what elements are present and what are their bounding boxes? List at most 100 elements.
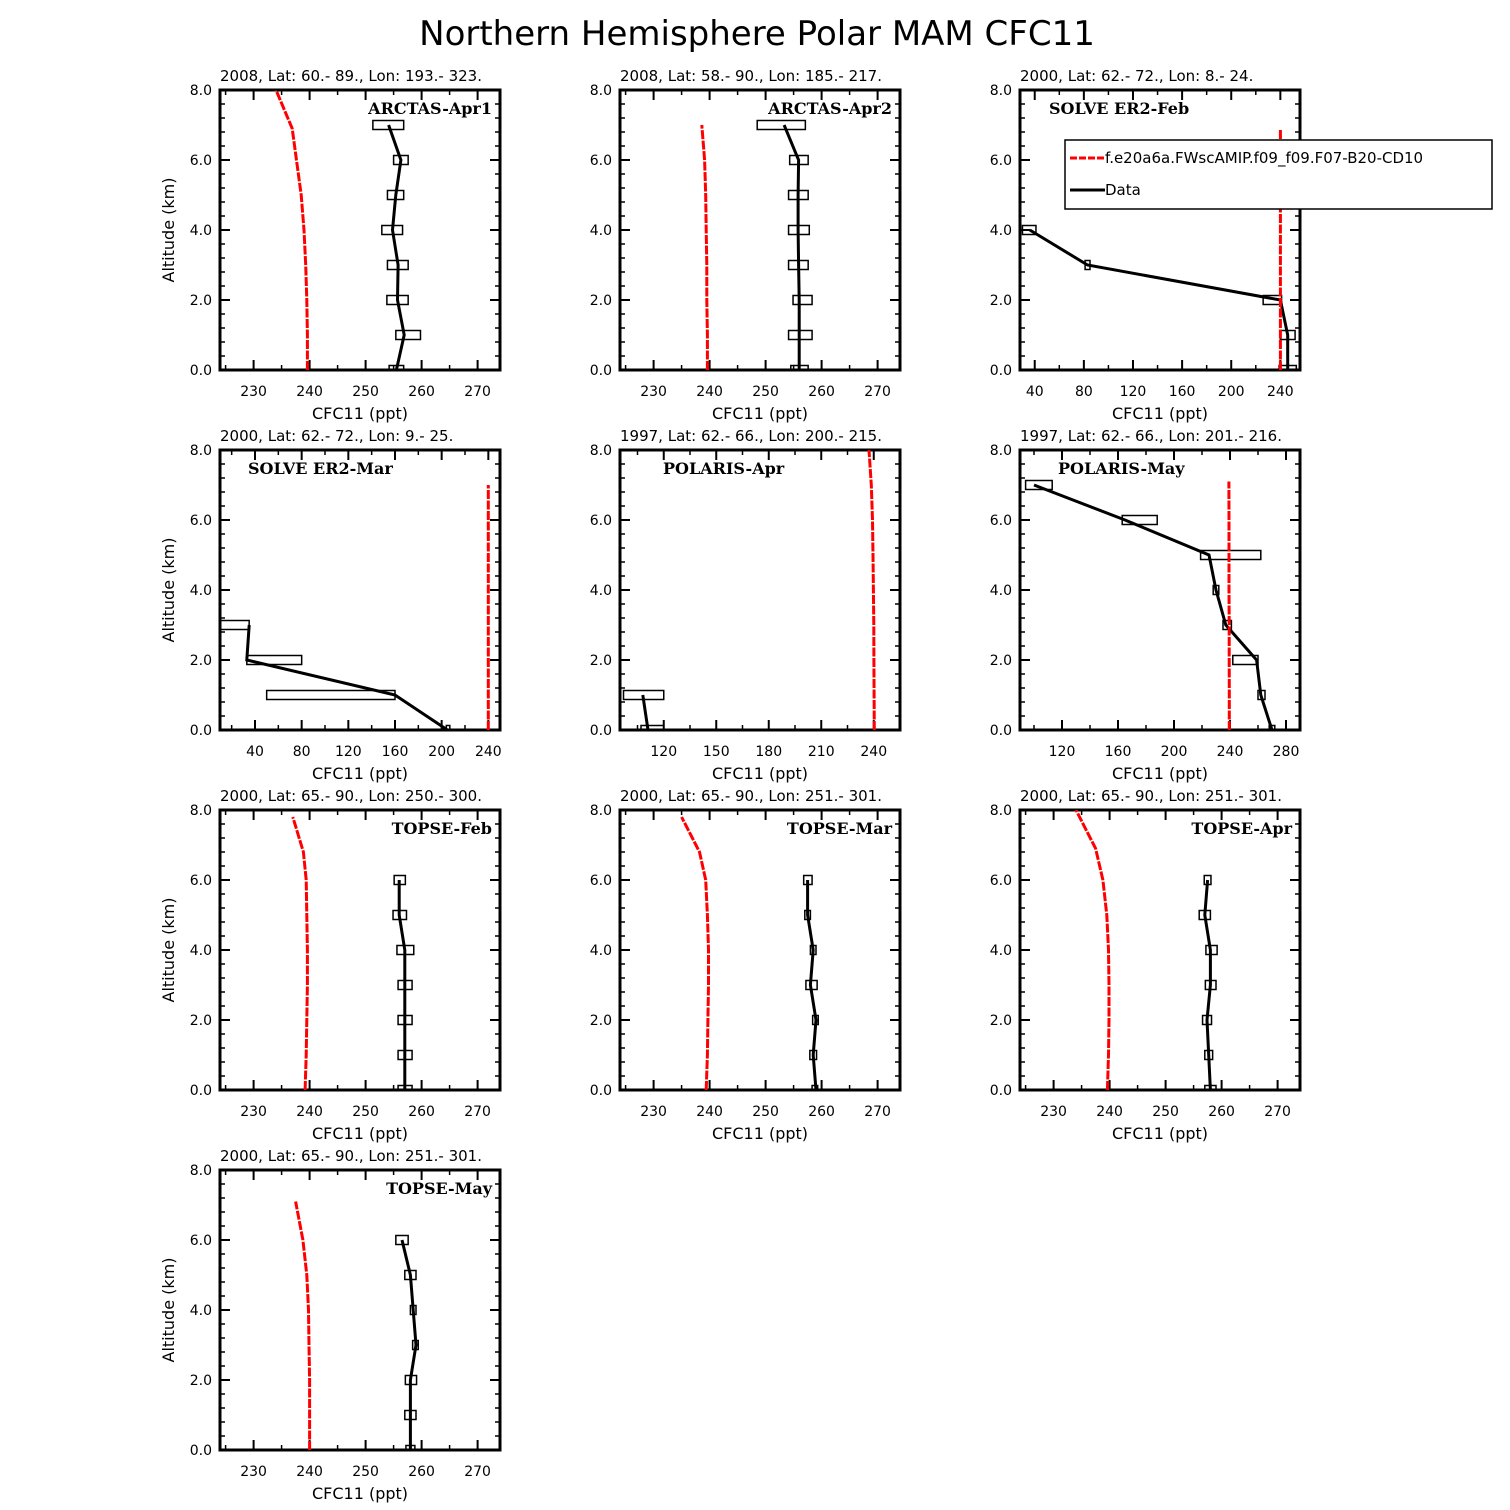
x-tick-label: 230 <box>1040 1104 1067 1120</box>
campaign-label: ARCTAS-Apr2 <box>767 99 892 118</box>
x-tick-label: 250 <box>352 1464 379 1480</box>
data-range-box <box>220 619 250 631</box>
plot-frame <box>218 808 502 1092</box>
y-tick-label: 2.0 <box>590 1013 612 1029</box>
data-range-box <box>372 119 405 131</box>
y-tick-label: 4.0 <box>190 943 212 959</box>
y-tick-label: 4.0 <box>990 223 1012 239</box>
x-tick-label: 270 <box>464 1464 491 1480</box>
campaign-label: SOLVE ER2-Feb <box>1049 99 1189 118</box>
x-axis-label: CFC11 (ppt) <box>1112 1124 1208 1143</box>
y-tick-label: 8.0 <box>990 803 1012 819</box>
chart-panel-7: 2000, Lat: 65.- 90., Lon: 250.- 300. 0.0 2… <box>159 787 502 1143</box>
y-tick-label: 8.0 <box>190 1163 212 1179</box>
x-tick-label: 240 <box>296 1104 323 1120</box>
y-tick-label: 4.0 <box>590 943 612 959</box>
x-tick-label: 200 <box>1218 384 1245 400</box>
y-tick-label: 8.0 <box>190 83 212 99</box>
plot-frame <box>218 88 502 372</box>
x-tick-label: 120 <box>335 744 362 760</box>
campaign-label: ARCTAS-Apr1 <box>367 99 492 118</box>
y-tick-label: 2.0 <box>190 293 212 309</box>
y-tick-label: 2.0 <box>590 653 612 669</box>
model-series-line <box>1074 810 1111 1090</box>
x-axis-label: CFC11 (ppt) <box>712 1124 808 1143</box>
x-tick-label: 260 <box>808 384 835 400</box>
x-axis-label: CFC11 (ppt) <box>312 404 408 423</box>
x-tick-label: 260 <box>808 1104 835 1120</box>
model-series-line <box>274 90 309 370</box>
y-tick-label: 8.0 <box>190 803 212 819</box>
y-tick-label: 8.0 <box>990 83 1012 99</box>
x-tick-label: 260 <box>1208 1104 1235 1120</box>
plot-area <box>622 450 876 730</box>
chart-panel-4: 2000, Lat: 62.- 72., Lon: 9.- 25. 0.0 2.0 4… <box>159 427 502 783</box>
y-tick-label: 6.0 <box>190 153 212 169</box>
y-axis-label: Altitude (km) <box>159 1258 178 1363</box>
x-tick-label: 260 <box>408 1104 435 1120</box>
panel-subtitle: 2000, Lat: 65.- 90., Lon: 251.- 301. <box>620 787 882 805</box>
y-tick-label: 6.0 <box>590 873 612 889</box>
x-tick-label: 120 <box>1049 744 1076 760</box>
x-tick-label: 230 <box>640 384 667 400</box>
x-axis-label: CFC11 (ppt) <box>1112 764 1208 783</box>
y-tick-label: 6.0 <box>590 153 612 169</box>
y-tick-label: 0.0 <box>190 723 212 739</box>
y-tick-label: 2.0 <box>590 293 612 309</box>
data-series-line <box>782 124 801 370</box>
x-tick-label: 240 <box>475 744 502 760</box>
data-range-box <box>395 329 422 341</box>
plot-area <box>220 485 490 730</box>
x-tick-label: 280 <box>1273 744 1300 760</box>
data-series-line <box>1033 483 1274 730</box>
y-tick-label: 4.0 <box>190 223 212 239</box>
plot-frame <box>218 1168 502 1452</box>
y-tick-label: 8.0 <box>190 443 212 459</box>
x-tick-label: 230 <box>240 384 267 400</box>
x-axis-label: CFC11 (ppt) <box>712 404 808 423</box>
model-series-line <box>294 1201 312 1450</box>
panel-subtitle: 2008, Lat: 60.- 89., Lon: 193.- 323. <box>220 67 482 85</box>
y-tick-label: 6.0 <box>190 513 212 529</box>
campaign-label: POLARIS-Apr <box>663 459 785 478</box>
panel-subtitle: 2000, Lat: 65.- 90., Lon: 251.- 301. <box>1020 787 1282 805</box>
x-tick-label: 270 <box>864 1104 891 1120</box>
x-tick-label: 80 <box>293 744 311 760</box>
panel-subtitle: 2000, Lat: 65.- 90., Lon: 250.- 300. <box>220 787 482 805</box>
plot-frame <box>618 88 902 372</box>
y-tick-label: 2.0 <box>990 1013 1012 1029</box>
x-tick-label: 210 <box>808 744 835 760</box>
x-tick-label: 250 <box>752 1104 779 1120</box>
x-axis-label: CFC11 (ppt) <box>312 764 408 783</box>
y-tick-label: 2.0 <box>190 653 212 669</box>
y-tick-label: 4.0 <box>190 1303 212 1319</box>
x-tick-label: 40 <box>1026 384 1044 400</box>
y-tick-label: 6.0 <box>190 1233 212 1249</box>
y-tick-label: 0.0 <box>990 1083 1012 1099</box>
x-tick-label: 200 <box>428 744 455 760</box>
x-tick-label: 200 <box>1161 744 1188 760</box>
panel-subtitle: 2000, Lat: 62.- 72., Lon: 8.- 24. <box>1020 67 1253 85</box>
x-tick-label: 230 <box>640 1104 667 1120</box>
legend-model-label: f.e20a6a.FWscAMIP.f09_f09.F07-B20-CD10 <box>1105 149 1423 168</box>
x-axis-label: CFC11 (ppt) <box>712 764 808 783</box>
y-tick-label: 0.0 <box>190 1443 212 1459</box>
plot-frame <box>618 808 902 1092</box>
x-tick-label: 120 <box>650 744 677 760</box>
x-axis-label: CFC11 (ppt) <box>312 1124 408 1143</box>
y-tick-label: 6.0 <box>990 513 1012 529</box>
x-tick-label: 180 <box>755 744 782 760</box>
chart-panel-3: 2000, Lat: 62.- 72., Lon: 8.- 24. 0.0 2.0 4… <box>990 67 1493 423</box>
campaign-label: POLARIS-May <box>1058 459 1185 478</box>
y-tick-label: 6.0 <box>990 153 1012 169</box>
campaign-label: TOPSE-Feb <box>392 819 492 838</box>
y-tick-label: 2.0 <box>990 653 1012 669</box>
campaign-label: TOPSE-Apr <box>1191 819 1292 838</box>
y-tick-label: 0.0 <box>190 363 212 379</box>
plot-area <box>680 816 819 1090</box>
chart-panel-5: 1997, Lat: 62.- 66., Lon: 200.- 215. 0.0 2… <box>590 427 902 783</box>
x-tick-label: 240 <box>696 384 723 400</box>
y-tick-label: 2.0 <box>190 1373 212 1389</box>
x-tick-label: 120 <box>1120 384 1147 400</box>
